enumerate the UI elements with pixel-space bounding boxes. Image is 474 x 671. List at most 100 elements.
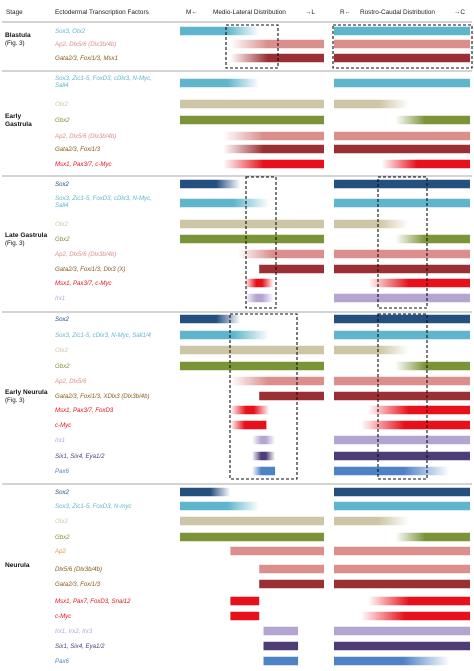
- stage-figure-ref: (Fig. 3): [5, 397, 25, 404]
- factor-row: Sox3, Zic1-5, FoxD3, cDlx3, N-Myc,Sall4: [55, 75, 470, 89]
- stage-name: Neurula: [5, 562, 30, 569]
- ml-distribution-bar: [180, 99, 324, 109]
- ml-distribution-bar: [180, 516, 324, 526]
- factor-label: c-Myc: [55, 613, 71, 620]
- rc-distribution-bar: [334, 391, 470, 401]
- rc-distribution-bar: [334, 564, 470, 574]
- rc-distribution-bar: [395, 361, 470, 371]
- rc-distribution-bar: [334, 198, 470, 208]
- stage-4: Neurula Sox2 Sox3, Zic1-5, FoxD3, N-myc Otx…: [5, 487, 470, 666]
- factor-row: Gata2/3, Foxi1/3: [55, 144, 470, 154]
- factor-label: Gbx2: [55, 363, 70, 370]
- ml-distribution-bar: [263, 656, 299, 666]
- factor-label: Otx2: [55, 347, 68, 354]
- rc-distribution-bar: [334, 131, 470, 141]
- stage-figure-ref: (Fig. 3): [5, 240, 25, 247]
- factor-label: Pax6: [55, 658, 70, 665]
- factor-label: Sox3, Zic1-5, cDlx3, N-Myc, Sall1/4: [55, 332, 151, 339]
- ml-distribution-bar: [263, 641, 299, 651]
- factor-label: Msx1, Pax3/7, FoxD3: [55, 407, 114, 414]
- factor-label: Gata2/3, Foxi1/3: [55, 581, 101, 588]
- rc-distribution-bar: [334, 249, 470, 259]
- factor-row: Dlx5/6 (Dlx3b/4b): [55, 564, 470, 574]
- rc-distribution-bar: [334, 345, 409, 355]
- dashed-region-box: [332, 24, 473, 69]
- factor-row: Otx2: [55, 99, 409, 109]
- ml-distribution-bar: [230, 376, 324, 386]
- rc-distribution-bar: [334, 656, 450, 666]
- factor-row: Msx1, Pax3/7, c-Myc: [55, 159, 470, 169]
- header-ml-l: →L: [305, 9, 315, 16]
- header-stage: Stage: [6, 9, 23, 16]
- factor-label: Gata2/3, Foxi1/3, Dlx3 (X): [55, 266, 125, 273]
- rc-distribution-bar: [368, 596, 470, 606]
- ml-distribution-bar: [180, 115, 324, 125]
- rc-distribution-bar: [395, 532, 470, 542]
- rc-distribution-bar: [334, 641, 470, 651]
- factor-label: Sox3, Zic1-5, FoxD3, cDlx3, N-Myc,: [55, 195, 152, 202]
- ml-distribution-bar: [259, 564, 324, 574]
- factor-label: Ap2, Dlx5/6 (Dlx3b/4b): [54, 41, 116, 48]
- rc-distribution-bar: [334, 330, 470, 340]
- rc-distribution-bar: [334, 516, 409, 526]
- factor-row: Sox3, Zic1-5, FoxD3, N-myc: [55, 501, 470, 511]
- factor-row: Irx1: [55, 435, 470, 445]
- factor-row: Gbx2: [55, 234, 470, 244]
- factor-row: Sox3, Zic1-5, cDlx3, N-Myc, Sall1/4: [55, 330, 470, 340]
- rc-distribution-bar: [334, 546, 470, 556]
- ml-distribution-bar: [259, 579, 324, 589]
- ml-distribution-bar: [244, 293, 274, 303]
- factor-row: Sox3, Zic1-5, FoxD3, cDlx3, N-Myc,Sall4: [55, 195, 470, 209]
- rc-distribution-bar: [334, 487, 470, 497]
- header-row: Stage Ectodermal Transcription Factors M…: [6, 9, 465, 16]
- stage-name: Early Neurula: [5, 389, 48, 396]
- factor-row: Sox3, Otx2: [55, 26, 470, 36]
- factor-label: Six1, Six4, Eya1/2: [55, 453, 105, 460]
- ml-distribution-bar: [223, 131, 324, 141]
- factor-row: Msx1, Pax3/7, c-Myc: [55, 278, 470, 288]
- ml-distribution-bar: [180, 532, 324, 542]
- ml-distribution-bar: [180, 487, 231, 497]
- ml-distribution-bar: [259, 391, 324, 401]
- factor-label: Sox3, Zic1-5, FoxD3, cDlx3, N-Myc,: [55, 75, 152, 82]
- ml-distribution-bar: [180, 26, 260, 36]
- factor-label: Dlx5/6 (Dlx3b/4b): [55, 566, 102, 573]
- factor-row: Otx2: [55, 219, 409, 229]
- rc-distribution-bar: [395, 234, 470, 244]
- factor-row: Ap2, Dlx5/6: [54, 376, 470, 386]
- header-rc-c: →C: [454, 9, 465, 16]
- rc-distribution-bar: [361, 611, 470, 621]
- rc-distribution-bar: [334, 466, 450, 476]
- dashed-region-box: [225, 24, 279, 69]
- stage-0: Blastula(Fig. 3) Sox3, Otx2 Ap2, Dlx5/6 (D…: [5, 26, 470, 63]
- factor-row: Msx1, Pax3/7, FoxD3: [55, 405, 470, 415]
- factor-label: Gbx2: [55, 236, 70, 243]
- factor-row: Pax6: [55, 466, 450, 476]
- factor-row: Sox2: [55, 179, 470, 189]
- rc-distribution-bar: [368, 405, 470, 415]
- factor-label: Six1, Six4, Eya1/2: [55, 643, 105, 650]
- ml-distribution-bar: [244, 278, 274, 288]
- factor-label: Sox2: [55, 489, 70, 496]
- rc-distribution-bar: [334, 78, 470, 88]
- header-rc-title: Rostro-Caudal Distribution: [360, 9, 435, 16]
- ml-distribution-bar: [230, 405, 270, 415]
- rc-distribution-bar: [334, 376, 470, 386]
- rc-distribution-bar: [395, 115, 470, 125]
- factor-label: Irx1, Irx2, Irx3: [55, 628, 93, 635]
- rc-distribution-bar: [334, 451, 470, 461]
- ml-distribution-bar: [180, 330, 270, 340]
- factor-row: Six1, Six4, Eya1/2: [55, 451, 470, 461]
- ml-distribution-bar: [180, 179, 241, 189]
- rc-distribution-bar: [334, 179, 470, 189]
- factor-row: c-Myc: [55, 420, 470, 430]
- separator-lines: [2, 21, 472, 485]
- factor-row: Gata2/3, Foxi1/3, Dlx3 (X): [55, 264, 470, 274]
- factor-label: Msx1, Pax7, FoxD3, Snai12: [55, 598, 131, 605]
- factor-label: Sox2: [55, 316, 70, 323]
- ml-distribution-bar: [180, 345, 324, 355]
- factor-label: Pax6: [55, 468, 70, 475]
- rc-distribution-bar: [334, 53, 470, 63]
- ml-distribution-bar: [223, 159, 324, 169]
